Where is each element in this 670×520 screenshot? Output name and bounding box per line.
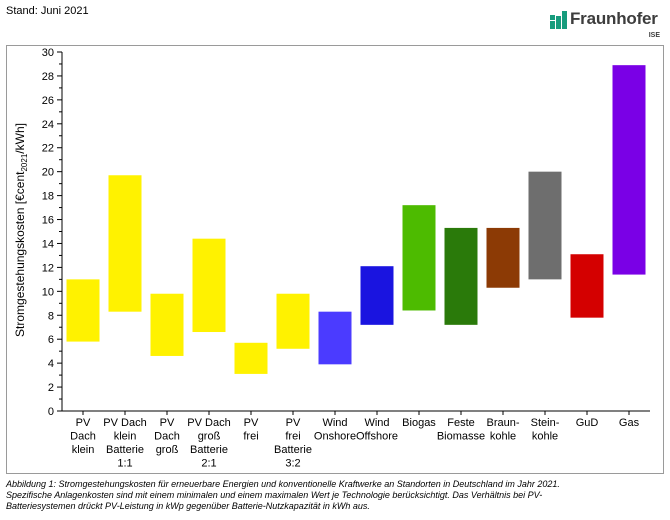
x-tick-label: Stein-kohle [531, 417, 560, 443]
range-bar [612, 65, 646, 275]
x-tick-label: Wind Onshore [314, 417, 356, 443]
x-tick-label: PV Dach groß [154, 417, 180, 456]
range-bar [234, 342, 268, 374]
range-bar [402, 205, 436, 311]
x-tick-label: Gas [619, 417, 640, 429]
x-tick-label: PV Dach klein [70, 417, 96, 456]
y-tick-label: 18 [42, 191, 54, 203]
y-tick-label: 2 [48, 382, 54, 394]
stand-date: Stand: Juni 2021 [6, 5, 89, 17]
caption-line-1: Abbildung 1: Stromgestehungskosten für e… [6, 479, 560, 489]
y-tick-label: 26 [42, 95, 54, 107]
x-tick-label: GuD [576, 417, 599, 429]
range-bar [150, 293, 184, 356]
logo-sub: ISE [648, 32, 660, 39]
x-tick-label: Biogas [402, 417, 436, 429]
x-tick-label: PV frei Batterie 3:2 [274, 417, 312, 470]
range-bar [444, 227, 478, 325]
fraunhofer-logo-mark-icon [550, 11, 567, 29]
y-tick-label: 4 [48, 358, 54, 370]
x-tick-label: Braun-kohle [486, 417, 519, 443]
range-bar [318, 311, 352, 365]
range-bar [276, 293, 310, 349]
y-tick-label: 14 [42, 238, 54, 250]
range-bar [486, 227, 520, 288]
y-tick-label: 28 [42, 71, 54, 83]
range-bar [192, 238, 226, 333]
y-tick-label: 0 [48, 406, 54, 418]
range-bar [108, 175, 142, 312]
x-tick-label: PV frei [243, 417, 259, 443]
y-tick-label: 8 [48, 310, 54, 322]
x-tick-label: PV Dach klein Batterie 1:1 [103, 417, 146, 470]
x-tick-label: Feste Biomasse [437, 417, 485, 443]
caption-line-2: Spezifische Anlagenkosten sind mit einem… [6, 490, 543, 500]
y-tick-label: 16 [42, 215, 54, 227]
caption-line-3: Batteriesystemen drückt PV-Leistung in k… [6, 501, 370, 511]
range-bar [360, 266, 394, 325]
chart-frame [6, 45, 664, 474]
y-tick-label: 6 [48, 334, 54, 346]
range-bar [570, 254, 604, 318]
y-axis-label: Stromgestehungskosten [€cent2021/kWh] [13, 123, 29, 337]
figure-caption: Abbildung 1: Stromgestehungskosten für e… [6, 479, 664, 512]
x-tick-label: Wind Offshore [356, 417, 398, 443]
range-bar [528, 171, 562, 280]
fraunhofer-logo: Fraunhofer ISE [548, 9, 664, 44]
x-tick-label: PV Dach groß Batterie 2:1 [187, 417, 230, 470]
y-tick-label: 12 [42, 262, 54, 274]
logo-name: Fraunhofer [570, 9, 658, 28]
y-tick-label: 30 [42, 47, 54, 59]
y-tick-label: 24 [42, 119, 54, 131]
range-bar [66, 279, 100, 342]
y-tick-label: 10 [42, 286, 54, 298]
y-tick-label: 22 [42, 143, 54, 155]
y-tick-label: 20 [42, 167, 54, 179]
